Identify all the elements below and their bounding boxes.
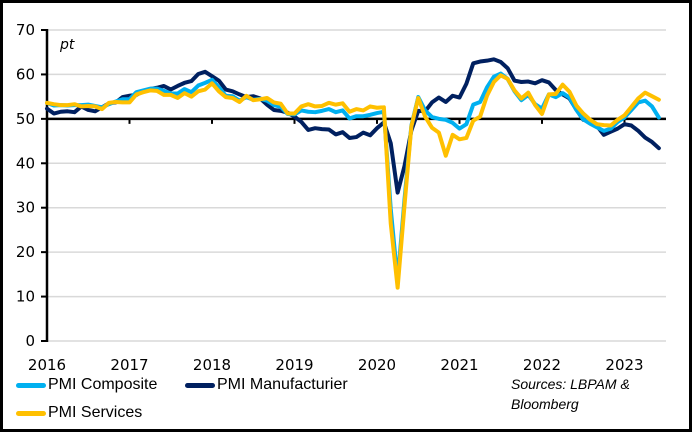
source-line-2: Bloomberg [511,396,579,412]
x-tick-label: 2023 [605,356,643,374]
series-line-pmi-manufacturier [45,57,661,195]
series-line-pmi-composite [45,71,661,283]
x-tick-label: 2019 [275,356,313,374]
source-note: Sources: LBPAM & Bloomberg [511,374,631,414]
y-tick-label: 30 [16,199,35,217]
y-tick-label: 10 [16,288,35,306]
legend-label-composite: PMI Composite [48,376,158,393]
legend-item-composite: PMI Composite [16,376,157,394]
series-line-pmi-services [45,73,661,290]
y-tick-label: 70 [16,21,35,39]
axes [41,29,626,342]
x-tick-label: 2016 [28,356,66,374]
legend-item-services: PMI Services [16,404,142,422]
legend-swatch-services [16,410,46,416]
y-tick-label: 20 [16,243,35,261]
x-tick-label: 2020 [358,356,396,374]
legend-swatch-manufacturing [185,382,215,388]
unit-label: pt [59,37,75,53]
y-tick-label: 0 [25,332,35,350]
x-tick-labels: 2016 2017 2018 2019 2020 2021 2022 2023 [28,356,644,374]
y-tick-label: 40 [16,154,35,172]
source-line-1: Sources: LBPAM & [511,376,630,392]
y-tick-labels: 0 10 20 30 40 50 60 70 [16,21,35,350]
x-tick-label: 2022 [523,356,561,374]
x-tick-label: 2021 [440,356,478,374]
legend-item-manufacturing: PMI Manufacturier [185,376,348,394]
y-tick-label: 50 [16,110,35,128]
legend-swatch-composite [16,382,46,388]
legend-label-services: PMI Services [48,404,143,421]
x-tick-label: 2018 [193,356,231,374]
series-lines [45,57,661,290]
gridlines [47,29,666,342]
y-tick-label: 60 [16,65,35,83]
x-tick-label: 2017 [110,356,148,374]
legend-label-manufacturing: PMI Manufacturier [217,376,348,393]
